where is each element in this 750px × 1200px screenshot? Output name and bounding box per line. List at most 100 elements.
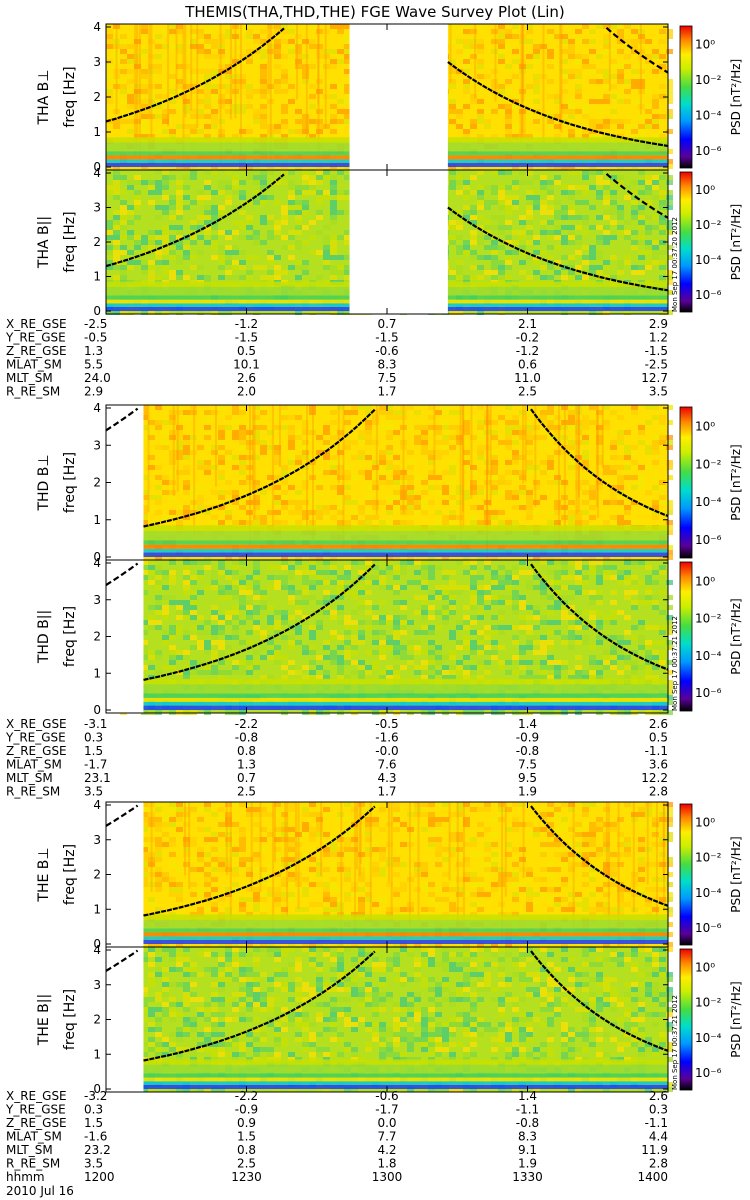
ephemeris-value: 23.1 (84, 771, 111, 785)
ephemeris-value: -2.2 (235, 717, 258, 731)
ephemeris-value: 7.5 (377, 371, 396, 385)
data-gap (106, 560, 144, 713)
ephemeris-value: 8.3 (377, 358, 396, 372)
ephemeris-value: -1.1 (645, 1116, 668, 1130)
colorbar-tick-label: 10⁻⁶ (695, 686, 722, 700)
ephemeris-the: X_RE_GSE -3.2 -2.2 -0.6 1.4 2.6 Y_RE_GSE 0.3 -0.… (5, 1089, 668, 1171)
ephemeris-value: 7.6 (377, 758, 396, 772)
falling-curve (447, 61, 669, 148)
generation-stamp: Mon Sep 17 00:37:20 2012 (671, 217, 679, 312)
ephemeris-value: 2.9 (84, 385, 103, 399)
ephemeris-value: -2.2 (235, 1089, 258, 1103)
panel-thd-bperp: 0 1 2 3 4 freq [Hz] THD B⊥ 10⁰ 10⁻² 10⁻⁴ 10⁻⁶ PSD [… (36, 401, 743, 564)
ephemeris-value: 0.7 (377, 317, 396, 331)
colorbar (679, 561, 693, 712)
ephemeris-value: -0.5 (84, 331, 107, 345)
ephemeris-row-label: Z_RE_GSE (6, 1116, 67, 1130)
low-frequency-band (106, 540, 668, 545)
colorbar-tick-label: 10⁰ (695, 960, 715, 974)
ephemeris-value: 1.9 (518, 785, 537, 799)
ephemeris-value: -3.2 (84, 1089, 107, 1103)
time-tick-label: 1400 (637, 1170, 668, 1184)
ephemeris-value: -0.2 (516, 331, 539, 345)
ephemeris-value: 7.7 (377, 1130, 396, 1144)
rising-curve (143, 950, 376, 1062)
ephemeris-value: 2.0 (237, 385, 256, 399)
ephemeris-value: 24.0 (84, 371, 111, 385)
colorbar-tick-label: 10⁻⁴ (695, 253, 722, 267)
ephemeris-value: 0.5 (649, 731, 668, 745)
ephemeris-value: -1.1 (645, 744, 668, 758)
y-tick-label: 1 (93, 666, 101, 680)
falling-curve (530, 563, 669, 671)
data-gap (106, 405, 144, 560)
model-curves (105, 949, 669, 1062)
ephemeris-value: 3.6 (649, 758, 668, 772)
colorbar (679, 25, 693, 169)
dashed-curve (105, 407, 139, 432)
y-tick-label: 0 (93, 550, 101, 564)
ephemeris-value: 2.5 (237, 1157, 256, 1171)
y-tick-label: 3 (93, 55, 101, 69)
ephemeris-value: -1.5 (375, 331, 398, 345)
low-frequency-band (106, 1073, 668, 1078)
ephemeris-row-label: MLT_SM (6, 771, 53, 785)
y-tick-label: 4 (93, 556, 101, 570)
y-tick-label: 2 (93, 90, 101, 104)
ephemeris-value: -1.1 (516, 1103, 539, 1117)
time-tick-label: 1230 (231, 1170, 262, 1184)
ephemeris-thd: X_RE_GSE -3.1 -2.2 -0.5 1.4 2.6 Y_RE_GSE 0.3 -0.… (5, 717, 668, 799)
ephemeris-value: 2.5 (518, 385, 537, 399)
panel-the-bperp: 0 1 2 3 4 freq [Hz] THE B⊥ 10⁰ 10⁻² 10⁻⁴ 10⁻⁶ PSD [… (36, 798, 743, 951)
rising-curve (105, 173, 285, 268)
ephemeris-value: 0.5 (237, 344, 256, 358)
ephemeris-tha: X_RE_GSE -2.5 -1.2 0.7 2.1 2.9 Y_RE_GSE -0.5 -1.… (5, 317, 668, 399)
ephemeris-value: 0.3 (649, 1103, 668, 1117)
ephemeris-value: 3.5 (84, 1157, 103, 1171)
ephemeris-value: 1.4 (518, 1089, 537, 1103)
colorbar-tick-label: 10⁻⁴ (695, 495, 722, 509)
colorbar-label: PSD [nT²/Hz] (729, 59, 743, 135)
low-frequency-band (106, 1077, 668, 1082)
ephemeris-value: 1.7 (377, 385, 396, 399)
panel-label: THD B|| (36, 610, 52, 664)
colorbar (679, 803, 693, 946)
data-gap (106, 947, 144, 1092)
ephemeris-row-label: Y_RE_GSE (5, 1103, 66, 1117)
colorbar-tick-label: 10⁻² (695, 73, 722, 87)
ephemeris-value: 2.5 (237, 785, 256, 799)
data-gap (349, 170, 448, 314)
low-frequency-band (106, 544, 668, 549)
low-frequency-band (106, 701, 668, 706)
dashed-curve (105, 949, 139, 972)
y-tick-label: 2 (93, 1013, 101, 1027)
y-tick-label: 4 (93, 943, 101, 957)
ephemeris-value: -1.5 (645, 344, 668, 358)
colorbar-tick-label: 10⁰ (695, 183, 715, 197)
colorbar (679, 171, 693, 313)
ephemeris-value: 1.3 (237, 758, 256, 772)
y-tick-label: 4 (93, 401, 101, 415)
ephemeris-row-label: X_RE_GSE (6, 1089, 67, 1103)
y-tick-label: 3 (93, 833, 101, 847)
colorbar-tick-label: 10⁻⁴ (695, 886, 722, 900)
ephemeris-value: 3.5 (84, 785, 103, 799)
ephemeris-value: 1.4 (518, 717, 537, 731)
ephemeris-value: 9.5 (518, 771, 537, 785)
figure-title: THEMIS(THA,THD,THE) FGE Wave Survey Plot… (184, 3, 565, 21)
y-tick-label: 1 (93, 270, 101, 284)
ephemeris-value: 2.8 (649, 785, 668, 799)
y-tick-label: 0 (93, 160, 101, 174)
time-tick-label: 1200 (84, 1170, 115, 1184)
y-tick-label: 1 (93, 125, 101, 139)
ephemeris-value: 1.5 (84, 744, 103, 758)
colorbar-tick-label: 10⁻⁶ (695, 144, 722, 158)
dashed-curve (105, 804, 139, 827)
ephemeris-value: -0.0 (375, 744, 398, 758)
low-frequency-band (106, 525, 668, 531)
ephemeris-value: -1.7 (375, 1103, 398, 1117)
y-axis-label: freq [Hz] (62, 606, 78, 667)
low-frequency-band (106, 1081, 668, 1085)
y-tick-label: 3 (93, 978, 101, 992)
